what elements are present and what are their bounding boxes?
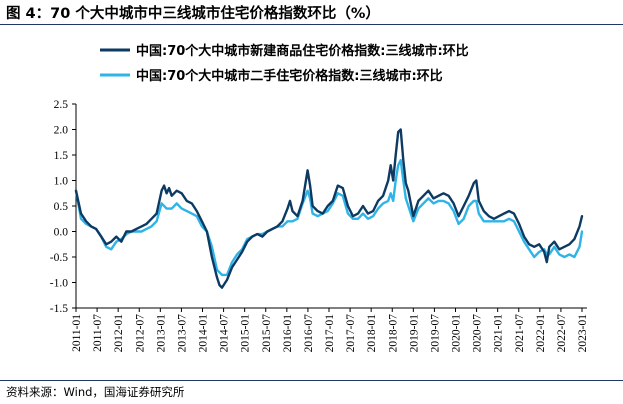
x-tick-label: 2022-07 [556, 314, 568, 353]
x-tick-label: 2014-07 [219, 314, 231, 353]
x-tick-label: 2012-01 [113, 314, 125, 353]
x-tick-label: 2018-07 [387, 314, 399, 353]
series-lines [74, 128, 584, 289]
legend-label-new: 中国:70个大中城市新建商品住宅价格指数:三线城市:环比 [136, 43, 469, 59]
x-tick-label: 2013-07 [176, 314, 188, 353]
x-tick-label: 2015-01 [240, 314, 252, 353]
x-tick-label: 2011-01 [71, 314, 83, 352]
y-tick-label: -0.5 [50, 252, 68, 264]
x-tick-label: 2017-01 [324, 314, 336, 353]
x-tick-label: 2015-07 [261, 314, 273, 353]
x-tick-label: 2023-01 [577, 314, 589, 353]
x-tick-label: 2020-01 [451, 314, 463, 353]
y-tick-label: 1.0 [54, 176, 69, 188]
x-tick-label: 2021-01 [493, 314, 505, 353]
line-chart: 中国:70个大中城市新建商品住宅价格指数:三线城市:环比 中国:70个大中城市二… [50, 43, 589, 353]
series-line-new-homes [74, 128, 584, 289]
x-tick-label: 2016-01 [282, 314, 294, 353]
x-tick-label: 2021-07 [514, 314, 526, 353]
legend-label-second: 中国:70个大中城市二手住宅价格指数:三线城市:环比 [136, 68, 443, 84]
x-tick-label: 2013-01 [155, 314, 167, 353]
x-tick-label: 2019-07 [429, 314, 441, 353]
x-tick-label: 2011-07 [92, 314, 104, 352]
y-tick-label: 0.0 [54, 227, 69, 239]
y-axis: 2.5 2.0 1.5 1.0 0.5 0.0 -0.5 -1.0 -1.5 [50, 99, 77, 315]
y-tick-label: 0.5 [54, 201, 69, 213]
x-axis: 2011-01 2011-07 2012-01 2012-07 2013-01 2013-… [71, 307, 589, 353]
y-tick-label: 2.0 [54, 125, 69, 137]
y-tick-label: 2.5 [54, 99, 69, 111]
x-tick-label: 2012-07 [134, 314, 146, 353]
x-tick-label: 2014-01 [198, 314, 210, 353]
figure-title: 图 4：70 个大中城市中三线城市住宅价格指数环比（%） [6, 6, 380, 22]
series-line-second-hand [74, 158, 584, 277]
x-tick-label: 2020-07 [472, 314, 484, 353]
x-tick-label: 2019-01 [408, 314, 420, 353]
y-tick-label: 1.5 [54, 150, 69, 162]
source-note: 资料来源：Wind，国海证券研究所 [6, 385, 185, 399]
title-rule [0, 24, 623, 25]
x-tick-label: 2018-01 [366, 314, 378, 353]
y-tick-label: -1.5 [50, 303, 68, 315]
x-tick-label: 2022-01 [535, 314, 547, 353]
footer-rule [0, 380, 623, 381]
y-tick-label: -1.0 [50, 278, 68, 290]
chart-legend: 中国:70个大中城市新建商品住宅价格指数:三线城市:环比 中国:70个大中城市二… [100, 43, 469, 84]
x-tick-label: 2016-07 [303, 314, 315, 353]
x-tick-label: 2017-07 [345, 314, 357, 353]
